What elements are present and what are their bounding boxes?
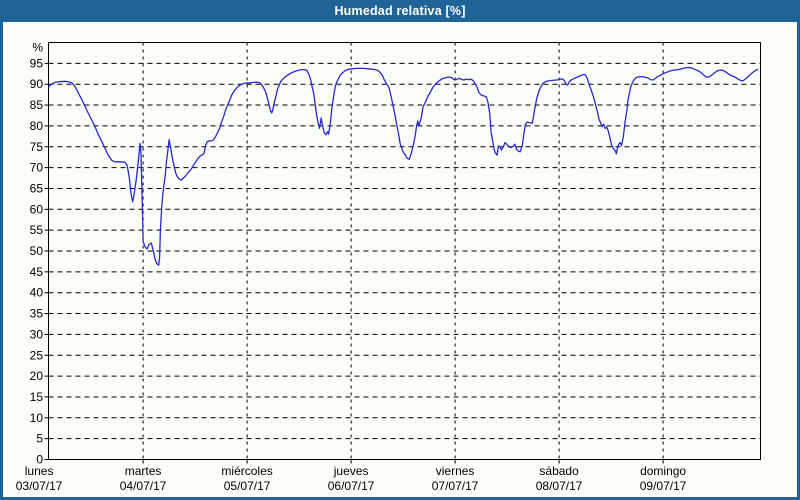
day-name-label: viernes [436,464,475,478]
y-tick-label: 75 [30,140,44,154]
y-tick-label: 25 [30,348,44,362]
humidity-line [48,66,759,266]
y-tick-label: 70 [30,161,44,175]
day-date-label: 06/07/17 [328,479,375,493]
y-tick-label: 55 [30,223,44,237]
day-date-label: 08/07/17 [536,479,583,493]
day-name-label: domingo [640,464,686,478]
y-tick-label: 5 [36,432,43,446]
y-tick-label: 35 [30,307,44,321]
y-tick-label: 95 [30,56,44,70]
y-tick-label: 45 [30,265,44,279]
y-tick-label: 90 [30,77,44,91]
y-tick-label: 15 [30,390,44,404]
day-name-label: jueves [333,464,369,478]
window-title: Humedad relativa [%] [334,4,466,18]
day-date-label: 03/07/17 [16,479,63,493]
day-name-label: martes [125,464,162,478]
y-tick-label: 20 [30,369,44,383]
y-tick-label: 40 [30,286,44,300]
day-date-label: 05/07/17 [224,479,271,493]
y-tick-label: 30 [30,327,44,341]
y-tick-label: 0 [36,453,43,467]
day-date-label: 04/07/17 [120,479,167,493]
y-tick-label: 85 [30,98,44,112]
y-tick-label: 60 [30,202,44,216]
day-name-label: miércoles [221,464,272,478]
day-date-label: 09/07/17 [640,479,687,493]
plot-border [48,42,761,460]
y-tick-label: 80 [30,119,44,133]
y-axis-unit-label: % [32,41,43,55]
day-date-label: 07/07/17 [432,479,479,493]
title-bar: Humedad relativa [%] [0,0,800,22]
day-name-label: lunes [25,464,54,478]
y-tick-label: 50 [30,244,44,258]
day-name-label: sábado [539,464,579,478]
y-tick-label: 10 [30,411,44,425]
y-tick-label: 65 [30,181,44,195]
